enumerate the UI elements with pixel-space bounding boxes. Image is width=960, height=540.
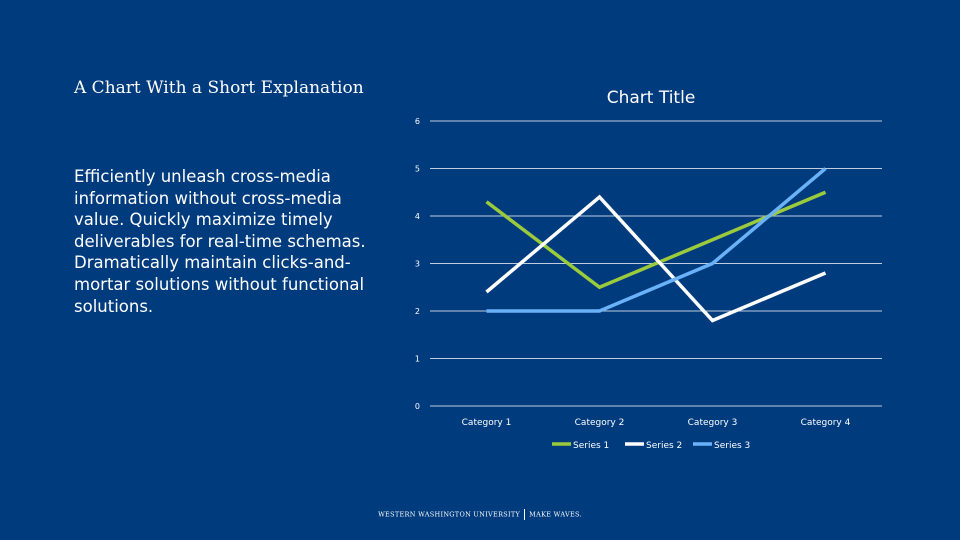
footer-divider [524,509,526,520]
chart-title: Chart Title [607,88,696,108]
slide-body-text: Efficiently unleash cross-media informat… [74,167,366,316]
legend-label-3: Series 3 [714,441,750,451]
x-tick-label: Category 3 [688,418,738,428]
slide-title: A Chart With a Short Explanation [74,78,364,98]
y-tick-label: 1 [415,355,420,364]
y-tick-label: 5 [415,165,420,174]
legend-label-2: Series 2 [646,441,682,451]
y-tick-label: 2 [415,307,420,316]
x-tick-label: Category 1 [462,418,512,428]
x-tick-label: Category 2 [575,418,625,428]
footer-branding: WESTERN WASHINGTON UNIVERSITY MAKE WAVES. [0,509,960,520]
legend-label-1: Series 1 [573,441,609,451]
series-line-3 [486,167,827,313]
series-line-1 [485,190,827,290]
footer-university-name: WESTERN WASHINGTON UNIVERSITY [378,510,521,519]
footer-tagline: MAKE WAVES. [529,510,582,519]
y-tick-label: 4 [415,212,420,221]
x-tick-label: Category 4 [801,418,851,428]
y-tick-label: 6 [415,117,420,126]
y-tick-label: 0 [415,402,420,411]
series-line-2 [485,194,827,323]
y-tick-label: 3 [415,260,420,269]
